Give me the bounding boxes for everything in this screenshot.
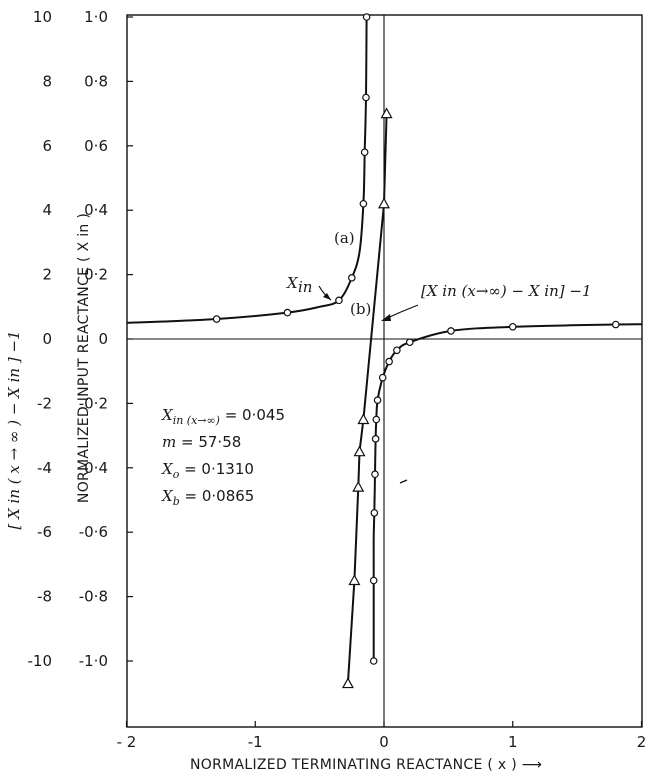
param-line: Xin (x→∞) = 0·045: [161, 406, 285, 427]
curve-b-triangle-marker: [353, 445, 366, 457]
y-inner-tick-label: -0·6: [79, 523, 108, 541]
curve-a-circle-marker: [370, 509, 379, 517]
y-inner-tick-label: -0·2: [79, 394, 108, 412]
curve-a-circle-marker: [371, 435, 380, 443]
curve-a-circle-marker: [385, 357, 393, 366]
x-tick-label: 2: [637, 733, 647, 751]
bracket-arrowhead: [381, 314, 391, 321]
small-mark: [399, 479, 408, 484]
y-outer-axis-label: [ X in ( x → ∞ ) − X in ] −1: [5, 330, 23, 529]
curve-b-triangle-marker: [341, 677, 354, 689]
curve-a-segment: [372, 323, 642, 662]
y-outer-tick-label: -4: [37, 459, 52, 477]
curve-a-circle-marker: [212, 315, 221, 323]
param-line: Xo = 0·1310: [161, 460, 254, 481]
param-line: m = 57·58: [162, 433, 241, 451]
y-inner-tick-label: -1·0: [79, 652, 108, 670]
label-b: (b): [350, 300, 371, 318]
curve-a-circle-marker: [362, 13, 371, 21]
y-inner-tick-label: 0·6: [84, 137, 108, 155]
y-outer-tick-label: 2: [42, 266, 52, 284]
y-outer-tick-label: -6: [37, 523, 52, 541]
xin-arrowhead: [323, 293, 331, 300]
x-tick-label: -1: [248, 733, 263, 751]
y-inner-tick-label: 0·8: [84, 72, 108, 90]
curve-a-circle-marker: [378, 373, 387, 382]
markers: [212, 13, 620, 689]
y-inner-tick-label: -0·4: [79, 459, 108, 477]
curve-a-circle-marker: [447, 327, 455, 335]
x-tick-label: 0: [379, 733, 389, 751]
axis-labels: NORMALIZED TERMINATING REACTANCE ( x ) ⟶…: [5, 213, 542, 773]
xin-label-main: X: [286, 274, 299, 292]
curve-b-triangle-marker: [348, 574, 361, 586]
curve-a-circle-marker: [360, 148, 369, 157]
curve-b-triangle-marker: [352, 480, 365, 492]
annotations: (a) (b) X in [X in (x→∞) − X in] −1: [286, 229, 592, 484]
y-outer-tick-label: -8: [37, 588, 52, 606]
y-outer-tick-label: 0: [42, 330, 52, 348]
xin-label-sub: in: [298, 278, 312, 296]
curve-a-circle-marker: [362, 93, 370, 102]
param-line: Xb = 0·0865: [161, 487, 254, 508]
curve-a-circle-marker: [348, 274, 356, 282]
curve-a-circle-marker: [405, 338, 414, 347]
curve-a-circle-marker: [393, 346, 401, 355]
curve-a-circle-marker: [508, 322, 517, 331]
curve-a-circle-marker: [373, 396, 382, 404]
y-inner-tick-label: 1·0: [84, 8, 108, 26]
y-inner-tick-label: -0·8: [79, 588, 108, 606]
curve-a-circle-marker: [335, 296, 343, 305]
y-outer-tick-label: -10: [28, 652, 53, 670]
x-tick-label: 1: [508, 733, 518, 751]
bracket-label: [X in (x→∞) − X in] −1: [421, 282, 592, 300]
y-outer-tick-label: 8: [42, 72, 52, 90]
axes: [125, 15, 643, 727]
y-inner-tick-label: 0·4: [84, 201, 108, 219]
y-outer-tick-label: 10: [33, 8, 52, 26]
y-outer-tick-label: 6: [42, 137, 52, 155]
curve-b-triangle-marker: [357, 413, 370, 425]
label-a: (a): [334, 229, 355, 247]
curve-a-circle-marker: [371, 470, 379, 479]
tick-labels: - 2 -1 0 1 21·00·80·60·40·20-0·2-0·4-0·6-0·8…: [28, 8, 647, 751]
curve-b-triangle-marker: [377, 197, 391, 209]
y-inner-tick-label: 0: [98, 330, 108, 348]
curve-a-circle-marker: [283, 308, 292, 317]
curve-a-circle-marker: [372, 415, 381, 424]
y-outer-tick-label: -2: [37, 394, 52, 412]
curve-a-circle-marker: [369, 657, 378, 665]
curve-a-circle-marker: [359, 199, 368, 208]
curve-a-circle-marker: [611, 320, 620, 329]
parameter-block: Xin (x→∞) = 0·045 m = 57·58 Xo = 0·1310 Xb …: [161, 406, 285, 508]
x-axis-label: NORMALIZED TERMINATING REACTANCE ( x ) ⟶: [190, 757, 542, 773]
x-tick-label: - 2: [117, 733, 137, 751]
y-inner-axis-label: NORMALIZED INPUT REACTANCE ( X in ): [76, 213, 92, 503]
curve-b-triangle-marker: [380, 107, 393, 119]
y-inner-tick-label: 0·2: [84, 266, 108, 284]
y-outer-tick-label: 4: [42, 201, 52, 219]
curve-a-circle-marker: [369, 576, 378, 585]
curve-a-segment: [126, 16, 368, 324]
